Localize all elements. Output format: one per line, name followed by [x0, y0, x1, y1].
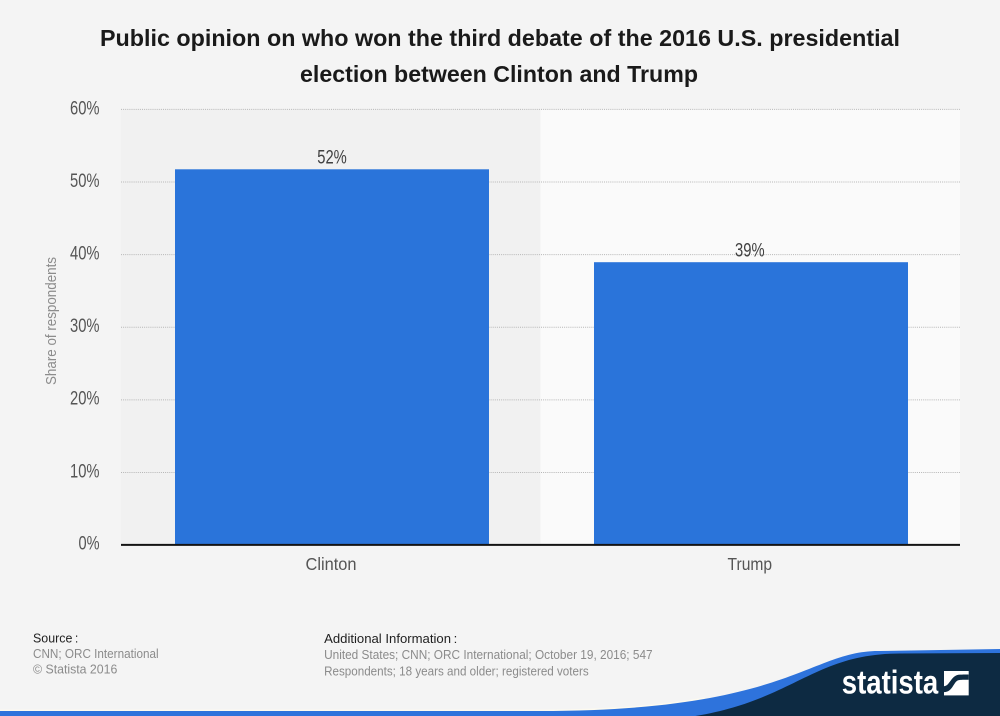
- svg-text:Share of respondents: Share of respondents: [43, 257, 60, 385]
- svg-text:election between Clinton and T: election between Clinton and Trump: [300, 61, 698, 87]
- svg-text:Clinton: Clinton: [306, 554, 357, 574]
- svg-text:Public opinion on who won the: Public opinion on who won the third deba…: [100, 25, 900, 51]
- svg-text:52%: 52%: [317, 147, 347, 168]
- svg-text:50%: 50%: [70, 171, 100, 192]
- svg-text:40%: 40%: [70, 244, 100, 265]
- svg-text:CNN; ORC International: CNN; ORC International: [33, 647, 159, 661]
- svg-text:10%: 10%: [70, 461, 100, 482]
- svg-text:Respondents; 18 years and olde: Respondents; 18 years and older; registe…: [324, 664, 589, 678]
- svg-text:60%: 60%: [70, 98, 100, 119]
- svg-text:Trump: Trump: [728, 554, 773, 574]
- svg-text:United States; CNN; ORC Intern: United States; CNN; ORC International; O…: [324, 648, 653, 662]
- svg-text:30%: 30%: [70, 316, 100, 337]
- svg-text:Source :: Source :: [33, 631, 78, 645]
- svg-text:Additional Information :: Additional Information :: [324, 632, 457, 646]
- svg-text:20%: 20%: [70, 389, 100, 410]
- svg-text:statista: statista: [842, 664, 939, 701]
- svg-text:© Statista 2016: © Statista 2016: [33, 662, 117, 676]
- svg-text:0%: 0%: [79, 533, 100, 554]
- svg-text:39%: 39%: [735, 240, 765, 261]
